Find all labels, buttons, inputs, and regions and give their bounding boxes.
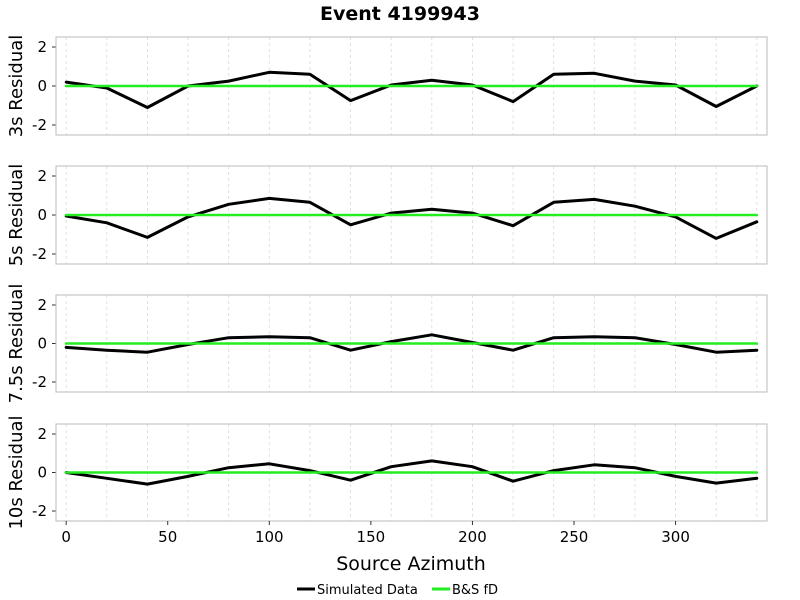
subplot-3: -2 0 2 7.5s Residual [6, 284, 768, 404]
y-tick-label: 0 [37, 464, 47, 482]
plot-frame [55, 36, 768, 136]
legend-label: Simulated Data [317, 583, 418, 598]
subplot-stack: -2 0 2 3s Residual -2 0 2 5s Residual -2 0 2 7.5s R… [6, 35, 768, 546]
x-tick-label: 300 [661, 528, 690, 546]
y-axis-label: 10s Residual [6, 415, 27, 529]
legend: Simulated Data B&S fD [297, 583, 498, 598]
y-tick-label: -2 [32, 502, 47, 520]
x-tick-label: 50 [158, 528, 177, 546]
series-line-simulated [64, 70, 759, 109]
chart-title: Event 4199943 [320, 3, 480, 25]
legend-item: Simulated Data [297, 583, 418, 598]
y-tick-label: 2 [37, 167, 47, 185]
y-axis-label: 7.5s Residual [6, 284, 27, 404]
subplot-4: -2 0 2 10s Residual 0 50 100 150 200 250 300 [6, 415, 768, 546]
y-tick-label: -2 [32, 245, 47, 263]
plot-frame [55, 165, 768, 265]
legend-item: B&S fD [432, 583, 498, 598]
y-axis-label: 3s Residual [6, 35, 27, 138]
y-tick-label: -2 [32, 116, 47, 134]
y-tick-label: 0 [37, 77, 47, 95]
subplot-2: -2 0 2 5s Residual [6, 164, 768, 267]
y-tick-label: -2 [32, 373, 47, 391]
plot-frame [55, 423, 768, 522]
x-axis-label: Source Azimuth [336, 553, 486, 575]
y-tick-label: 2 [37, 425, 47, 443]
plot-frame [55, 294, 768, 393]
x-tick-label: 200 [458, 528, 487, 546]
x-tick-label: 100 [255, 528, 284, 546]
y-tick-label: 2 [37, 296, 47, 314]
series-line-simulated [64, 333, 759, 354]
y-tick-label: 2 [37, 38, 47, 56]
series-line-simulated [64, 196, 759, 240]
series-line-simulated [64, 459, 759, 486]
y-axis-label: 5s Residual [6, 164, 27, 267]
legend-label: B&S fD [452, 583, 498, 598]
y-tick-label: 0 [37, 206, 47, 224]
subplot-1: -2 0 2 3s Residual [6, 35, 768, 138]
y-tick-label: 0 [37, 335, 47, 353]
x-tick-label: 150 [357, 528, 386, 546]
x-tick-label: 0 [61, 528, 71, 546]
x-tick-label: 250 [560, 528, 589, 546]
